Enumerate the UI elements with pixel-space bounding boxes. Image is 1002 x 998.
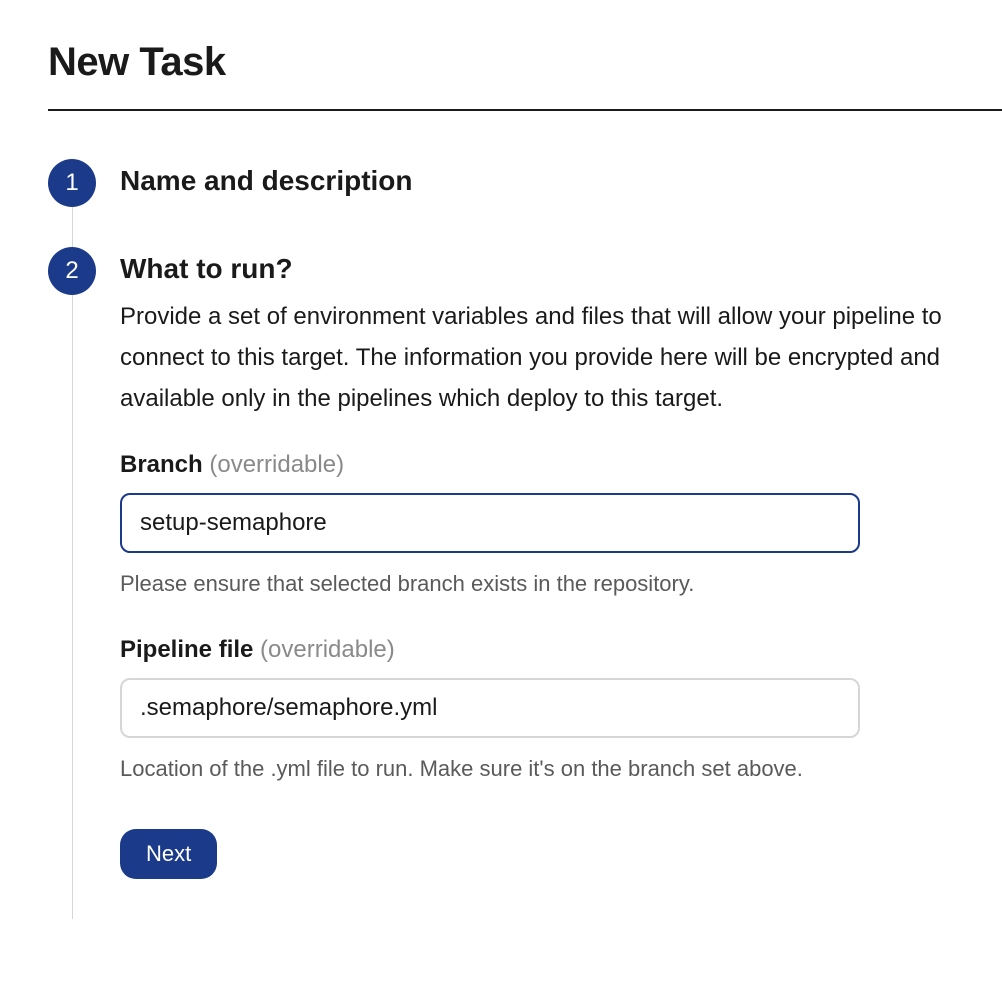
branch-label-hint: (overridable) (203, 451, 344, 478)
steps-container: 1 Name and description 2 What to run? Pr… (48, 159, 1002, 879)
pipeline-input[interactable] (120, 678, 860, 738)
step-what-to-run: 2 What to run? Provide a set of environm… (48, 247, 1002, 879)
step-2-description: Provide a set of environment variables a… (120, 297, 962, 419)
step-2-content: What to run? Provide a set of environmen… (120, 247, 1002, 879)
step-badge-1: 1 (48, 159, 96, 207)
pipeline-label: Pipeline file (overridable) (120, 636, 962, 664)
branch-help-text: Please ensure that selected branch exist… (120, 567, 962, 600)
page-title: New Task (48, 40, 1002, 111)
step-connector (72, 295, 73, 919)
step-connector (72, 207, 73, 247)
next-button[interactable]: Next (120, 829, 217, 879)
step-1-content: Name and description (120, 159, 1002, 205)
branch-field-group: Branch (overridable) Please ensure that … (120, 451, 962, 600)
pipeline-label-text: Pipeline file (120, 636, 253, 663)
step-2-title: What to run? (120, 253, 962, 285)
step-name-description: 1 Name and description (48, 159, 1002, 207)
pipeline-field-group: Pipeline file (overridable) Location of … (120, 636, 962, 785)
branch-label-text: Branch (120, 451, 203, 478)
branch-input[interactable] (120, 493, 860, 553)
step-1-title: Name and description (120, 165, 962, 197)
pipeline-label-hint: (overridable) (253, 636, 394, 663)
pipeline-help-text: Location of the .yml file to run. Make s… (120, 752, 962, 785)
step-badge-2: 2 (48, 247, 96, 295)
branch-label: Branch (overridable) (120, 451, 962, 479)
